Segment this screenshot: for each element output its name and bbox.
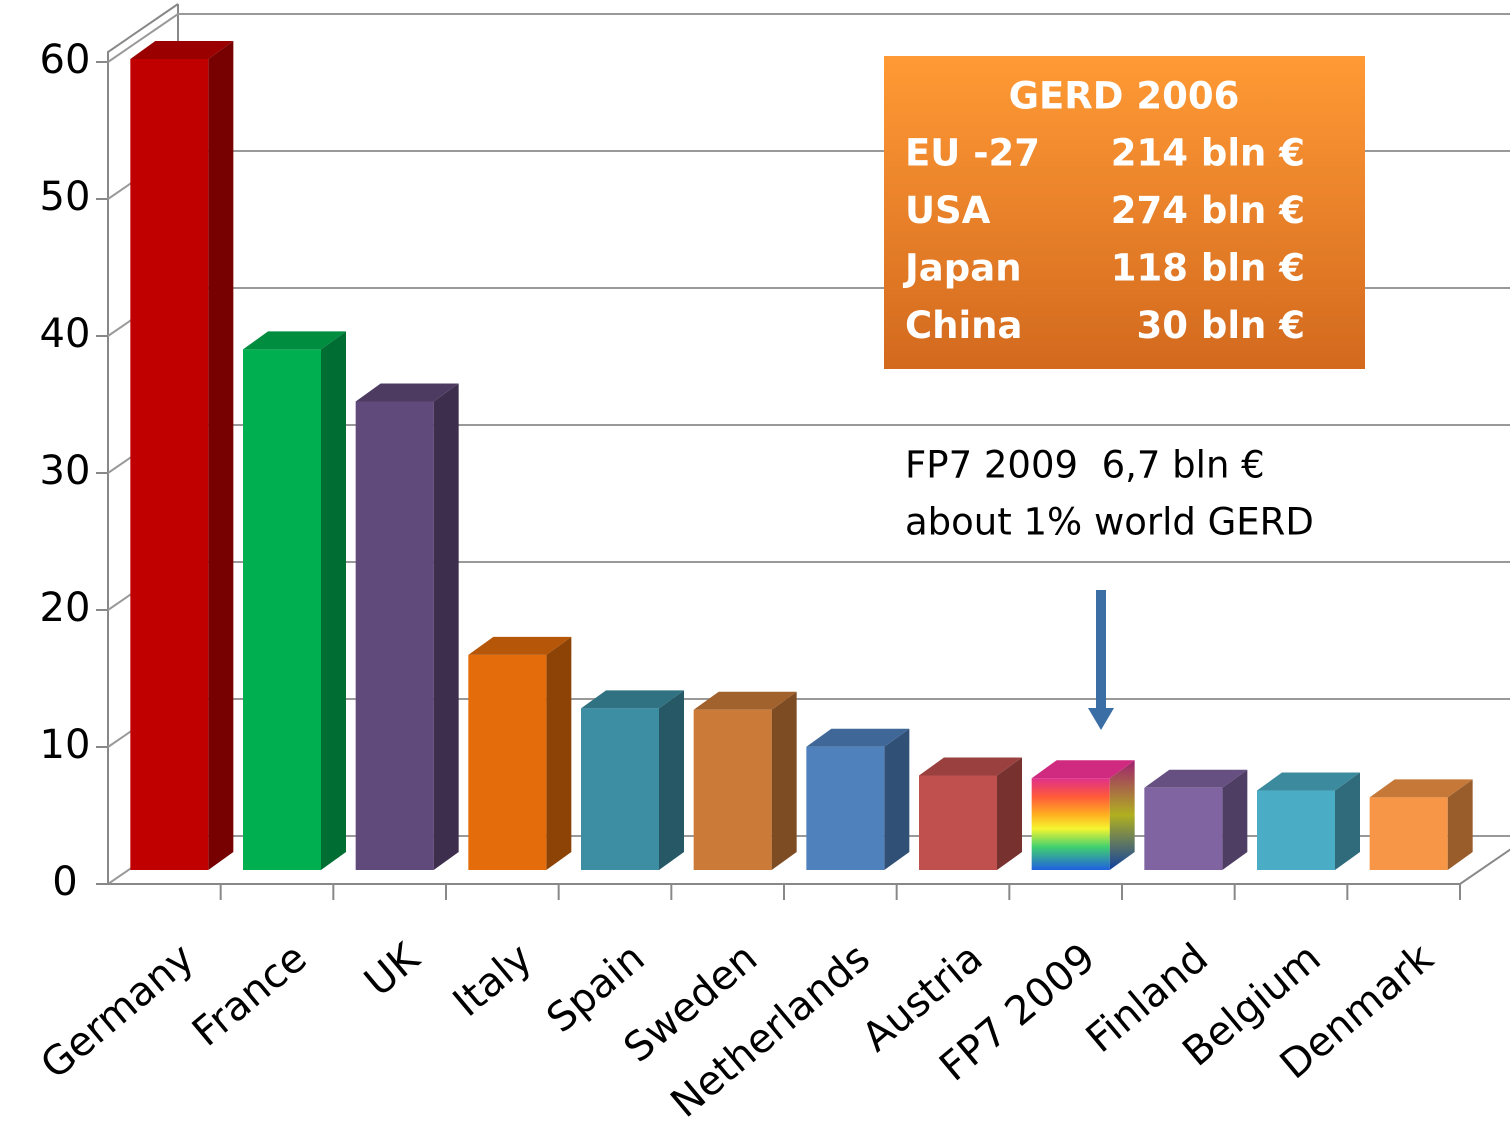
bar-side bbox=[1335, 772, 1360, 870]
info-label: China bbox=[905, 304, 1023, 347]
grid-line bbox=[107, 13, 1510, 63]
x-tick-label: Italy bbox=[445, 935, 541, 1026]
bar-top bbox=[919, 757, 1022, 776]
bar-top bbox=[581, 690, 684, 709]
bar bbox=[919, 775, 997, 870]
info-title: GERD 2006 bbox=[1009, 75, 1240, 118]
info-value: 30 bln € bbox=[1136, 304, 1305, 347]
bars bbox=[130, 40, 1473, 870]
bar-side bbox=[884, 728, 910, 870]
bar-side bbox=[659, 690, 684, 870]
back-wall-edge bbox=[107, 3, 179, 884]
info-box bbox=[884, 56, 1365, 369]
x-tick-label: France bbox=[184, 935, 315, 1056]
bar-side bbox=[433, 383, 459, 870]
info-label: EU -27 bbox=[905, 132, 1040, 175]
bar-side bbox=[546, 636, 572, 870]
info-label: Japan bbox=[902, 247, 1022, 290]
bar bbox=[806, 746, 885, 870]
x-tick-label: UK bbox=[356, 934, 429, 1006]
bar-top bbox=[355, 383, 459, 402]
bar-side bbox=[1109, 760, 1135, 870]
y-tick-label: 0 bbox=[52, 859, 77, 905]
annotation: FP7 2009 6,7 bln € bbox=[905, 444, 1265, 487]
bar-side bbox=[321, 331, 346, 870]
bar bbox=[468, 654, 547, 870]
bar-top bbox=[1369, 779, 1473, 798]
y-tick-label: 60 bbox=[40, 37, 91, 83]
bar-top bbox=[806, 728, 910, 747]
bar-top bbox=[1257, 772, 1360, 791]
info-value: 118 bln € bbox=[1111, 247, 1305, 290]
bar bbox=[1144, 787, 1223, 870]
bar bbox=[581, 708, 659, 870]
arrow bbox=[1088, 590, 1114, 730]
bar-side bbox=[1447, 779, 1473, 870]
bar-top bbox=[468, 636, 572, 655]
info-value: 274 bln € bbox=[1111, 189, 1305, 232]
bar bbox=[693, 709, 772, 870]
info-value: 214 bln € bbox=[1111, 132, 1305, 175]
bar bbox=[1369, 797, 1448, 870]
bar bbox=[1031, 778, 1110, 870]
bar-side bbox=[771, 691, 797, 870]
bar bbox=[1257, 790, 1335, 870]
x-tick-label: Netherlands bbox=[662, 935, 878, 1127]
bar bbox=[130, 58, 209, 870]
annotation: about 1% world GERD bbox=[905, 501, 1314, 544]
bar bbox=[243, 349, 321, 870]
y-tick-label: 10 bbox=[40, 722, 91, 768]
bar-top bbox=[130, 40, 234, 59]
bar-top bbox=[243, 331, 346, 350]
bar-side bbox=[208, 40, 234, 870]
bar-side bbox=[1222, 769, 1248, 870]
bar-side bbox=[997, 757, 1022, 870]
bar-top bbox=[1031, 760, 1135, 779]
y-tick-label: 20 bbox=[40, 585, 91, 631]
y-tick-label: 30 bbox=[40, 448, 91, 494]
x-tick-label: Germany bbox=[32, 935, 202, 1088]
info-label: USA bbox=[905, 189, 991, 232]
y-tick-label: 50 bbox=[40, 174, 91, 220]
bar-top bbox=[1144, 769, 1248, 788]
info-rows: EU -27 214 bln € USA 274 bln € Japan 118 bln … bbox=[902, 132, 1305, 348]
bar bbox=[355, 401, 434, 870]
y-tick-label: 40 bbox=[40, 311, 91, 357]
bar-top bbox=[693, 691, 797, 710]
